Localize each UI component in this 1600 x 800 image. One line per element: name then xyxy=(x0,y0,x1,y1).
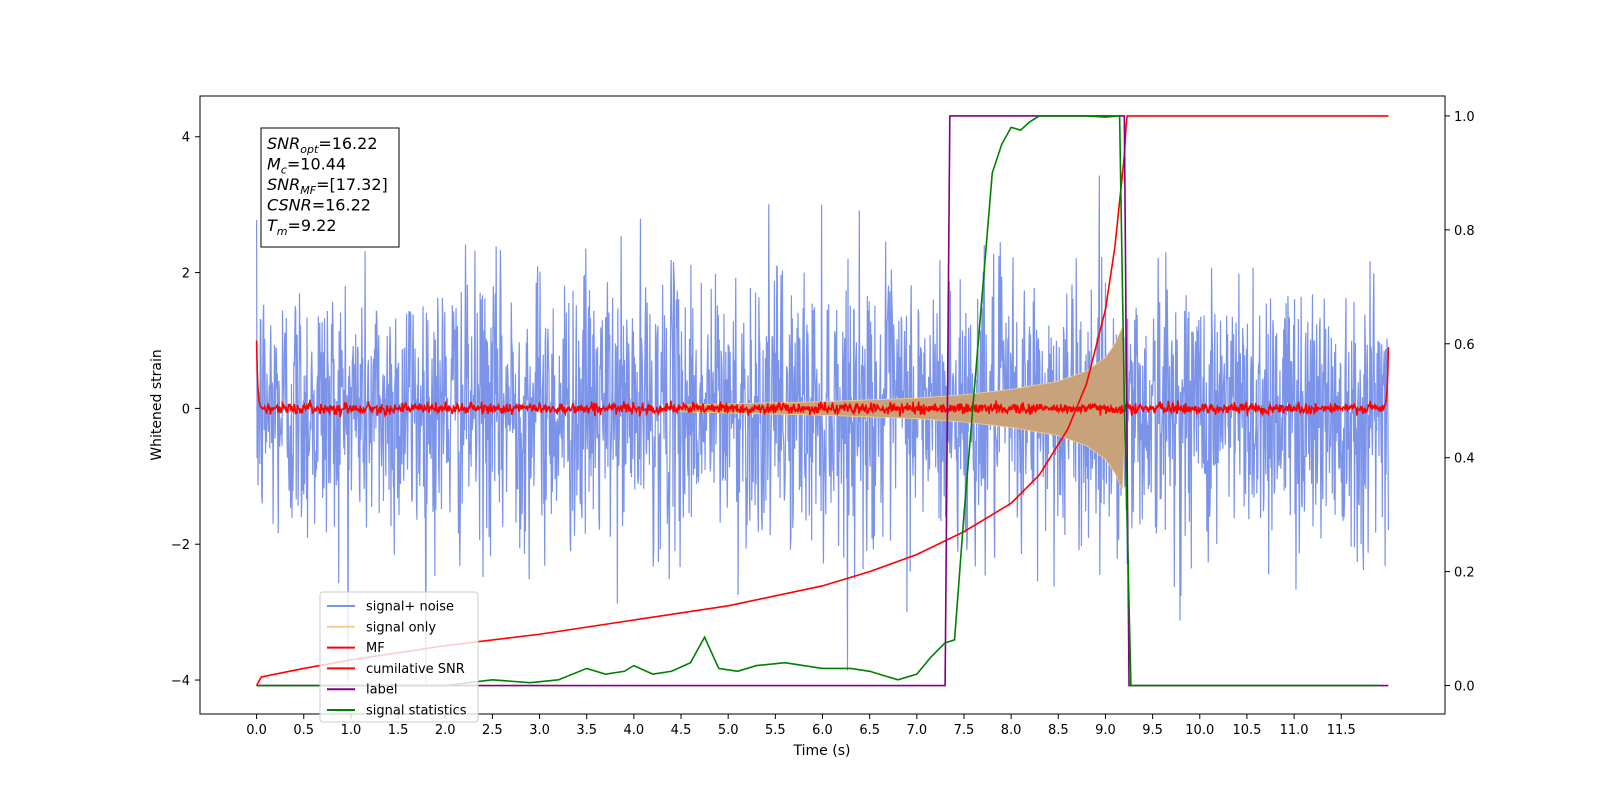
legend-label: cumilative SNR xyxy=(366,662,465,677)
x-tick-label: 5.5 xyxy=(765,723,786,738)
x-tick-label: 9.5 xyxy=(1142,723,1163,738)
y-axis-ticks: 4 2 0 −2 −4 xyxy=(171,131,200,689)
x-axis-label: Time (s) xyxy=(793,743,851,759)
annotation-line: SNRMF=[17.32] xyxy=(267,175,388,197)
x-tick-label: 3.5 xyxy=(576,723,597,738)
x-tick-label: 2.0 xyxy=(435,723,456,738)
series-signal-noise xyxy=(255,175,1390,684)
legend: signal+ noise signal only MF cumilative SNR… xyxy=(319,591,479,723)
x-tick-label: 8.0 xyxy=(1001,723,1022,738)
x-tick-label: 0.5 xyxy=(293,723,314,738)
x-tick-label: 7.5 xyxy=(954,723,975,738)
annotation-line: CSNR=16.22 xyxy=(267,196,371,215)
y2-tick-label: 0.0 xyxy=(1454,680,1475,695)
x-tick-label: 7.0 xyxy=(906,723,927,738)
y-tick-label: 2 xyxy=(182,267,190,282)
annotation-line: Mc=10.44 xyxy=(267,155,346,177)
x-tick-label: 1.5 xyxy=(388,723,409,738)
legend-label: signal only xyxy=(366,620,436,635)
x-tick-label: 11.0 xyxy=(1280,723,1309,738)
x-tick-label: 10.5 xyxy=(1232,723,1261,738)
x-tick-label: 5.0 xyxy=(718,723,739,738)
annotation-frame xyxy=(260,127,400,248)
x-tick-label: 3.0 xyxy=(529,723,550,738)
legend-label: label xyxy=(366,683,397,698)
x-tick-label: 0.0 xyxy=(246,723,267,738)
y2-tick-label: 1.0 xyxy=(1454,110,1475,125)
x-tick-label: 1.0 xyxy=(341,723,362,738)
y2-tick-label: 0.8 xyxy=(1454,224,1475,239)
y2-axis-ticks: 1.0 0.8 0.6 0.4 0.2 0.0 xyxy=(1445,110,1475,695)
x-tick-label: 9.0 xyxy=(1095,723,1116,738)
y2-tick-label: 0.6 xyxy=(1454,338,1475,353)
x-tick-label: 2.5 xyxy=(482,723,503,738)
annotation-box: SNRopt=16.22Mc=10.44SNRMF=[17.32]CSNR=16… xyxy=(260,127,400,248)
x-tick-label: 11.5 xyxy=(1327,723,1356,738)
x-tick-label: 4.0 xyxy=(624,723,645,738)
x-tick-label: 8.5 xyxy=(1048,723,1069,738)
series-signal-statistics xyxy=(256,115,1379,687)
y2-tick-label: 0.4 xyxy=(1454,452,1475,467)
legend-label: signal statistics xyxy=(366,704,467,719)
x-tick-label: 4.5 xyxy=(671,723,692,738)
legend-label: MF xyxy=(366,641,385,656)
y-axis-label: Whitened strain xyxy=(149,349,165,460)
x-tick-label: 6.0 xyxy=(812,723,833,738)
x-tick-label: 6.5 xyxy=(859,723,880,738)
x-axis-ticks: 0.0 0.5 1.0 1.5 2.0 2.5 3.0 3.5 4.0 4.5 5.0 5.5 6.0 6… xyxy=(246,714,1356,738)
y-tick-label: −2 xyxy=(171,538,190,553)
annotation-line: Tm=9.22 xyxy=(267,216,337,238)
y2-tick-label: 0.2 xyxy=(1454,566,1475,581)
annotation-line: SNRopt=16.22 xyxy=(267,134,378,156)
y-tick-label: 4 xyxy=(182,131,190,146)
series-mf xyxy=(255,340,1390,418)
y-tick-label: −4 xyxy=(171,674,190,689)
x-tick-label: 10.0 xyxy=(1185,723,1214,738)
legend-frame xyxy=(319,591,479,723)
legend-label: signal+ noise xyxy=(366,600,454,615)
y-tick-label: 0 xyxy=(182,402,190,417)
